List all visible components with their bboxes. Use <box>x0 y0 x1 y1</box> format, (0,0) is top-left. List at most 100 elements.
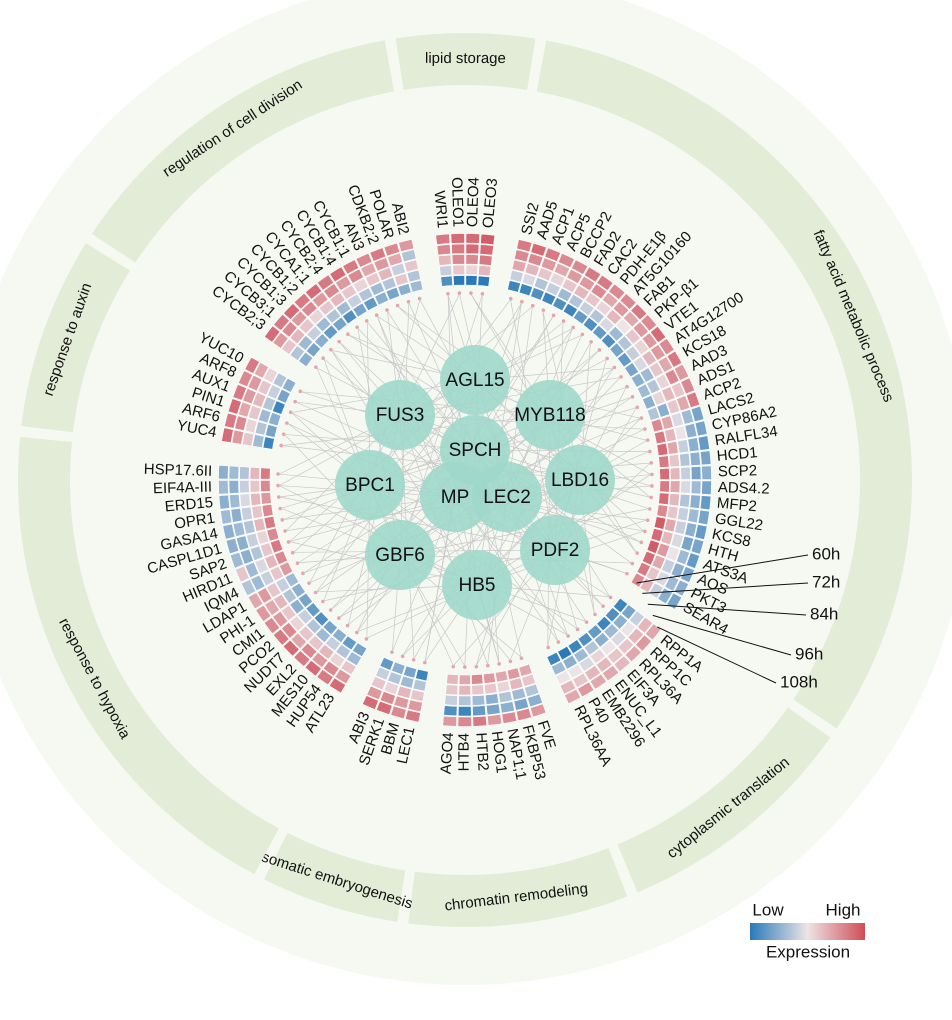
gene-label: HCD1 <box>716 444 758 465</box>
heat-cell <box>410 689 425 702</box>
heat-cell <box>632 356 648 372</box>
heat-cell <box>632 321 649 339</box>
time-leader <box>647 603 807 616</box>
heat-cell <box>446 673 459 685</box>
heat-cell <box>249 480 261 493</box>
heat-cell <box>619 293 637 310</box>
heat-cell <box>315 316 332 333</box>
heat-cell <box>657 356 674 373</box>
heat-cell <box>668 493 680 507</box>
target-dot <box>643 529 647 534</box>
regulator-label: HB5 <box>459 575 496 596</box>
heat-cell <box>592 324 608 341</box>
heat-cell <box>601 291 619 309</box>
time-leader <box>636 554 809 584</box>
heat-cell <box>363 296 379 312</box>
heat-cell <box>484 682 498 695</box>
target-dot <box>298 389 303 394</box>
heat-cell <box>679 452 691 467</box>
heat-cell <box>593 632 610 648</box>
heat-cell <box>624 362 640 378</box>
target-dot <box>639 416 644 420</box>
heat-cell <box>620 604 637 620</box>
heat-cell <box>304 659 322 677</box>
heat-cell <box>239 548 254 565</box>
legend-gradient <box>750 923 865 940</box>
heat-cell <box>501 711 518 724</box>
heat-cell <box>289 328 306 345</box>
heat-cell <box>435 233 451 246</box>
heat-cell <box>444 694 458 706</box>
heat-cell <box>331 627 348 644</box>
heat-cell <box>578 300 595 317</box>
category-arc <box>17 436 279 875</box>
heat-cell <box>335 275 352 292</box>
heat-cell <box>397 283 412 297</box>
category-arc <box>264 832 406 922</box>
heat-cell <box>622 310 640 328</box>
heat-cell <box>329 266 347 283</box>
target-dot <box>290 550 295 555</box>
target-dot <box>519 656 524 661</box>
heat-cell <box>328 677 347 694</box>
heat-cell <box>383 681 400 695</box>
heat-cell <box>346 651 362 667</box>
target-dot <box>451 664 456 669</box>
target-dot <box>463 665 467 669</box>
heat-cell <box>445 684 459 696</box>
heat-cell <box>518 663 533 677</box>
gene-label: SCP2 <box>718 462 758 480</box>
heat-cell <box>514 249 530 263</box>
heat-cell <box>694 420 708 437</box>
heat-cell <box>399 675 415 689</box>
heat-cell <box>398 238 415 253</box>
heat-cell <box>352 277 369 293</box>
heat-cell <box>220 509 233 525</box>
heat-cell <box>298 625 315 642</box>
heat-cell <box>383 242 401 257</box>
heat-cell <box>661 386 676 402</box>
heat-cell <box>273 313 290 332</box>
gene-label: HSP17.6II <box>144 461 213 480</box>
heat-cell <box>284 572 300 588</box>
heat-cell <box>646 539 660 554</box>
heat-cell <box>297 335 314 351</box>
heat-cell <box>253 517 266 532</box>
heat-cell <box>572 309 589 325</box>
heat-cell <box>272 628 290 646</box>
category-arc <box>21 243 131 433</box>
heat-cell <box>518 283 533 297</box>
heat-cell <box>656 504 669 518</box>
time-label: 108h <box>780 672 818 691</box>
target-dot <box>283 529 287 533</box>
regulator-label: LBD16 <box>551 470 609 491</box>
heat-cell <box>369 247 387 262</box>
heat-cell <box>250 574 266 592</box>
heat-cell <box>499 701 515 714</box>
heat-cell <box>260 467 271 480</box>
heat-cell <box>679 493 691 508</box>
heat-cell <box>390 262 406 277</box>
regulator-node <box>365 520 435 590</box>
heat-cell <box>606 647 624 664</box>
category-label: lipid storage <box>425 50 506 67</box>
heat-cell <box>627 627 645 645</box>
heat-cell <box>649 344 666 361</box>
heat-cell <box>218 465 229 480</box>
heat-cell <box>515 707 532 722</box>
heat-cell <box>290 310 308 328</box>
heat-cell <box>281 377 297 393</box>
heat-cell <box>641 332 658 350</box>
heat-cell <box>439 265 453 277</box>
heat-cell <box>633 338 650 356</box>
heat-cell <box>684 522 698 538</box>
heat-cell <box>694 524 708 540</box>
heat-cell <box>617 637 635 655</box>
heat-cell <box>239 466 250 480</box>
heat-cell <box>582 316 599 333</box>
time-label: 84h <box>810 604 838 623</box>
target-dot <box>520 300 524 304</box>
heat-cell <box>370 676 387 691</box>
heat-cell <box>494 670 509 683</box>
heat-cell <box>596 615 612 632</box>
